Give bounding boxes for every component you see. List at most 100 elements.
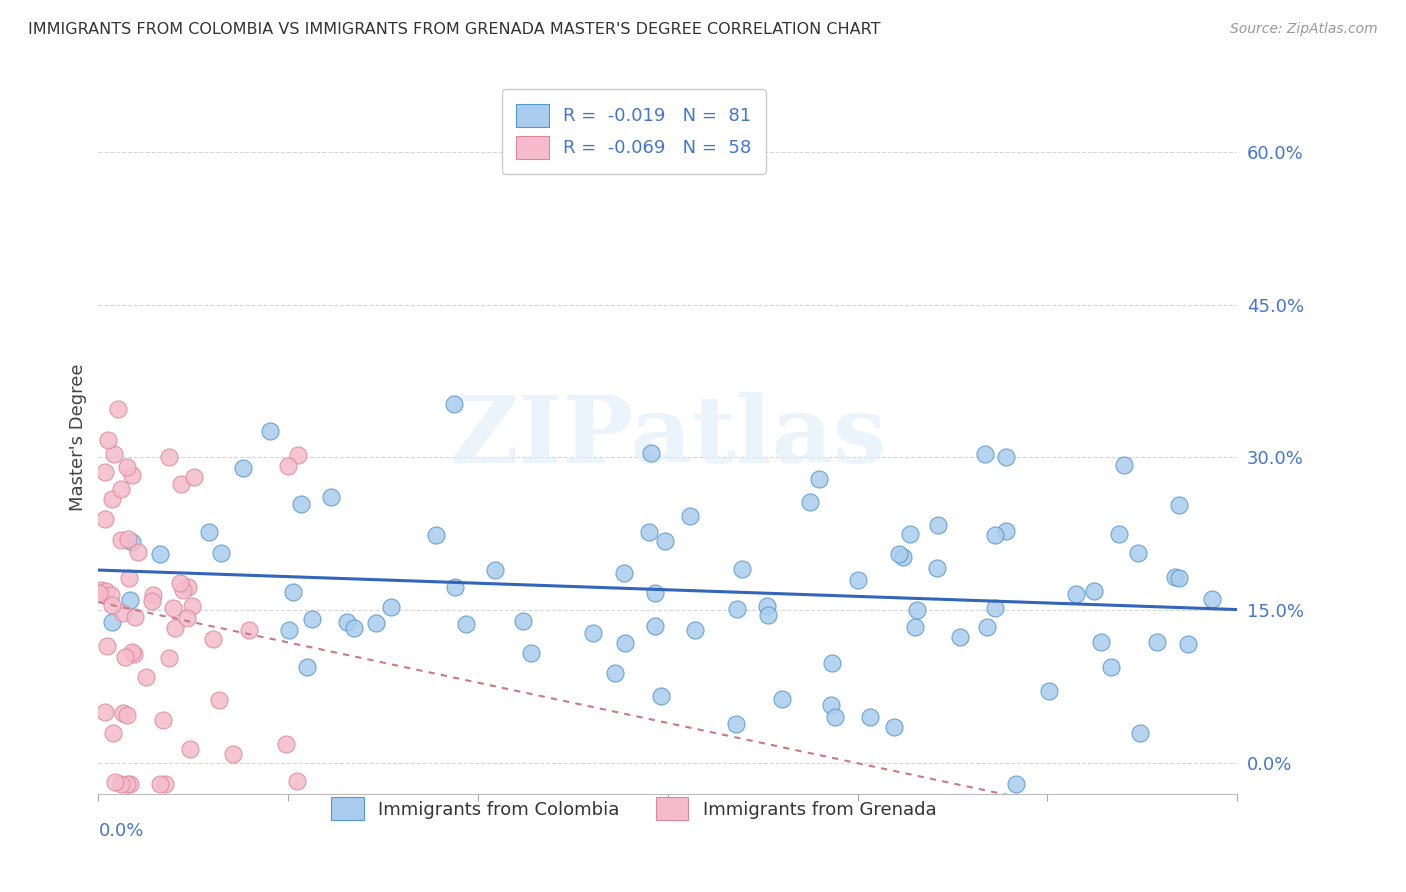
Point <box>1129 726 1152 740</box>
Point <box>112 706 135 720</box>
Point <box>149 547 172 561</box>
Point <box>181 599 204 614</box>
Y-axis label: Master's Degree: Master's Degree <box>69 363 87 511</box>
Point <box>364 615 387 630</box>
Point <box>135 670 157 684</box>
Point <box>905 602 928 616</box>
Text: 0.0%: 0.0% <box>98 822 143 840</box>
Point <box>1164 570 1187 584</box>
Point <box>425 528 447 542</box>
Point <box>1201 591 1223 606</box>
Point <box>115 707 138 722</box>
Point <box>285 774 308 789</box>
Point <box>179 741 201 756</box>
Point <box>287 448 309 462</box>
Point <box>650 690 672 704</box>
Point <box>142 588 165 602</box>
Point <box>808 472 831 486</box>
Point <box>1112 458 1135 473</box>
Point <box>889 547 911 561</box>
Point <box>444 580 467 594</box>
Point <box>983 528 1005 542</box>
Point <box>121 467 143 482</box>
Point <box>891 549 914 564</box>
Text: IMMIGRANTS FROM COLOMBIA VS IMMIGRANTS FROM GRENADA MASTER'S DEGREE CORRELATION : IMMIGRANTS FROM COLOMBIA VS IMMIGRANTS F… <box>28 22 880 37</box>
Point <box>640 446 662 460</box>
Point <box>141 593 163 607</box>
Point <box>678 509 700 524</box>
Point <box>685 624 707 638</box>
Point <box>157 650 180 665</box>
Point <box>127 545 149 559</box>
Point <box>222 747 245 761</box>
Point <box>725 602 748 616</box>
Point <box>115 460 138 475</box>
Point <box>100 588 122 602</box>
Point <box>94 465 117 479</box>
Legend: Immigrants from Colombia, Immigrants from Grenada: Immigrants from Colombia, Immigrants fro… <box>316 782 950 835</box>
Point <box>94 705 117 719</box>
Point <box>165 621 187 635</box>
Point <box>277 458 299 473</box>
Point <box>169 576 191 591</box>
Point <box>949 630 972 644</box>
Point <box>883 720 905 734</box>
Point <box>772 691 794 706</box>
Point <box>454 616 477 631</box>
Point <box>209 546 232 560</box>
Point <box>96 639 118 653</box>
Point <box>100 615 122 630</box>
Point <box>117 572 139 586</box>
Text: ZIPatlas: ZIPatlas <box>450 392 886 482</box>
Point <box>281 585 304 599</box>
Point <box>824 710 846 724</box>
Point <box>1146 635 1168 649</box>
Point <box>114 649 136 664</box>
Point <box>121 645 143 659</box>
Point <box>443 397 465 411</box>
Point <box>101 492 124 507</box>
Point <box>976 620 998 634</box>
Point <box>101 726 124 740</box>
Point <box>1167 571 1189 585</box>
Point <box>484 563 506 577</box>
Point <box>148 777 170 791</box>
Point <box>94 512 117 526</box>
Point <box>644 586 666 600</box>
Point <box>176 611 198 625</box>
Point <box>512 615 534 629</box>
Point <box>820 698 842 712</box>
Point <box>297 660 319 674</box>
Text: Source: ZipAtlas.com: Source: ZipAtlas.com <box>1230 22 1378 37</box>
Point <box>1064 587 1087 601</box>
Point <box>613 566 636 580</box>
Point <box>117 532 139 546</box>
Point <box>153 777 176 791</box>
Point <box>103 447 125 461</box>
Point <box>343 621 366 635</box>
Point <box>995 524 1018 539</box>
Point <box>904 619 927 633</box>
Point <box>103 775 125 789</box>
Point <box>259 424 281 438</box>
Point <box>162 600 184 615</box>
Point <box>1099 660 1122 674</box>
Point <box>756 607 779 622</box>
Point <box>96 584 118 599</box>
Point <box>995 450 1018 464</box>
Point <box>1167 498 1189 512</box>
Point <box>124 610 146 624</box>
Point <box>90 582 112 597</box>
Point <box>202 632 225 646</box>
Point <box>290 497 312 511</box>
Point <box>380 600 402 615</box>
Point <box>1108 526 1130 541</box>
Point <box>1090 635 1112 649</box>
Point <box>1083 583 1105 598</box>
Point <box>157 450 180 465</box>
Point <box>319 490 342 504</box>
Point <box>97 433 120 447</box>
Point <box>177 580 200 594</box>
Point <box>613 636 636 650</box>
Point <box>115 777 138 791</box>
